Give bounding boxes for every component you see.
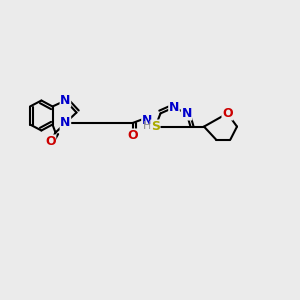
Text: N: N xyxy=(182,107,192,120)
Text: S: S xyxy=(151,120,160,133)
Text: O: O xyxy=(45,135,56,148)
Text: N: N xyxy=(60,116,70,130)
Text: N: N xyxy=(169,101,179,114)
Text: O: O xyxy=(222,107,233,120)
Text: N: N xyxy=(60,94,70,107)
Text: O: O xyxy=(127,129,138,142)
Text: H: H xyxy=(143,121,151,131)
Text: N: N xyxy=(142,114,152,127)
